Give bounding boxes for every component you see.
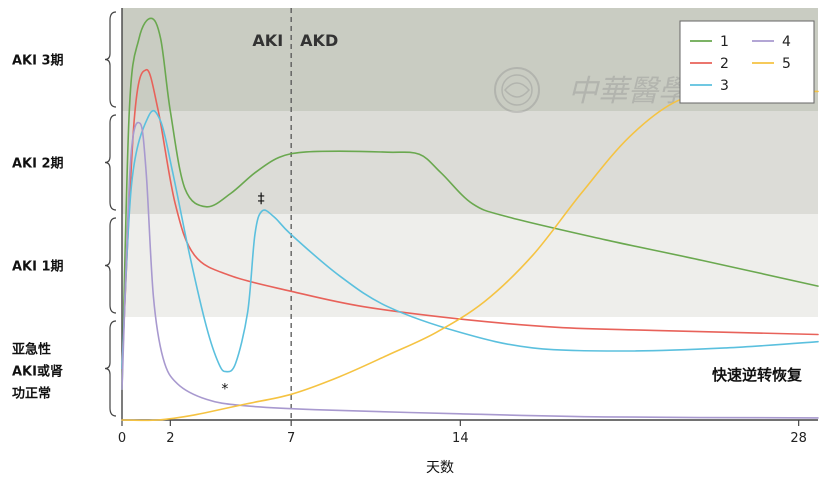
- stage-label-0: AKI 3期: [12, 54, 64, 69]
- annotation-1: ‡: [258, 191, 265, 207]
- phase-label-akd: AKD: [300, 31, 338, 50]
- phase-label-aki: AKI: [252, 31, 283, 50]
- x-tick-label-4: 28: [790, 431, 807, 446]
- x-tick-label-0: 0: [118, 431, 126, 446]
- stage-bracket-0: [104, 11, 117, 108]
- series-line-2: [121, 68, 819, 370]
- legend: 1 4 2 5 3: [679, 20, 815, 104]
- legend-box: [679, 20, 815, 104]
- series-line-3: [121, 109, 819, 373]
- seal-icon: [494, 67, 540, 113]
- legend-label-2: 2: [720, 56, 729, 72]
- stage-bracket-1: [104, 114, 117, 211]
- stage-label-2: AKI 1期: [12, 260, 64, 275]
- x-tick-label-1: 2: [166, 431, 174, 446]
- annotation-0: *: [221, 382, 228, 398]
- stage-bracket-3: [104, 320, 117, 417]
- legend-label-5: 5: [782, 56, 791, 72]
- x-tick-label-3: 14: [452, 431, 469, 446]
- stage-band-2: [122, 214, 818, 317]
- stage-band-3: [122, 317, 818, 420]
- stage-label-1: AKI 2期: [12, 157, 64, 172]
- stage-band-1: [122, 111, 818, 214]
- stage-bracket-2: [104, 217, 117, 314]
- legend-label-1: 1: [720, 34, 729, 50]
- series-line-4: [121, 121, 819, 419]
- stage-label-3-line-1: AKI或肾: [12, 364, 64, 380]
- stage-label-3-line-2: 功正常: [12, 386, 51, 402]
- stage-label-3-line-0: 亚急性: [12, 342, 51, 358]
- legend-label-3: 3: [720, 78, 729, 94]
- annotation-2: 快速逆转恢复: [712, 366, 803, 384]
- x-axis-title: 天数: [426, 460, 454, 476]
- legend-label-4: 4: [782, 34, 791, 50]
- x-tick-label-2: 7: [287, 431, 295, 446]
- series-line-1: [121, 17, 819, 390]
